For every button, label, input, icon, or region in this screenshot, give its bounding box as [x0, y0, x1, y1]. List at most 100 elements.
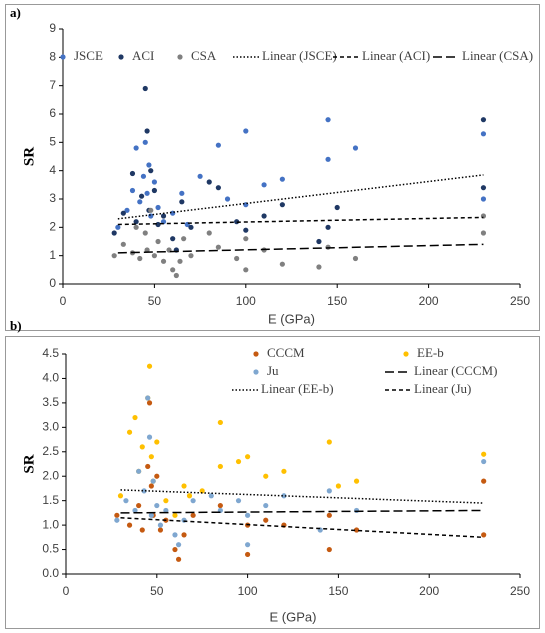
point: [172, 512, 178, 518]
point: [263, 473, 269, 479]
y-axis-title: SR: [21, 454, 37, 473]
point: [144, 128, 150, 134]
point: [326, 546, 332, 553]
point: [325, 224, 331, 230]
point: [480, 196, 487, 202]
point: [126, 429, 133, 435]
legend-marker: [177, 54, 183, 60]
point: [146, 363, 153, 369]
point: [175, 542, 182, 548]
y-tick-label: 1.0: [42, 517, 59, 531]
legend-label: Linear (JSCE): [262, 48, 337, 63]
y-tick-label: 3: [49, 191, 56, 205]
point: [142, 85, 148, 92]
point: [481, 532, 487, 538]
y-tick-label: 4.0: [42, 371, 59, 385]
point: [353, 527, 360, 533]
point: [353, 507, 360, 514]
legend-label: CSA: [191, 48, 217, 63]
y-tick-label: 0: [49, 276, 56, 290]
y-tick-label: 6: [49, 106, 56, 120]
legend-marker: [253, 351, 259, 357]
point: [114, 512, 120, 518]
legend-label: Linear (Ju): [414, 381, 471, 396]
point: [188, 224, 194, 230]
y-tick-label: 1: [49, 248, 56, 262]
x-tick-label: 200: [419, 294, 439, 308]
point: [115, 224, 121, 230]
point: [235, 498, 242, 504]
point: [124, 207, 130, 213]
point: [199, 488, 205, 494]
legend-label: Linear (CCCM): [414, 363, 497, 378]
point: [132, 414, 138, 421]
point: [136, 468, 142, 474]
point: [154, 473, 160, 479]
point: [480, 185, 487, 191]
point: [133, 219, 139, 225]
trendline: [120, 517, 484, 539]
point: [114, 517, 120, 523]
x-tick-label: 250: [510, 294, 530, 308]
point: [261, 213, 267, 219]
legend-label: Linear (CSA): [462, 48, 533, 63]
point: [163, 507, 169, 514]
point: [217, 419, 223, 426]
panel-label: b): [10, 318, 22, 333]
point: [145, 463, 151, 470]
point: [481, 451, 487, 457]
point: [279, 202, 285, 208]
point: [120, 210, 126, 216]
y-tick-label: 9: [49, 21, 56, 35]
point: [326, 439, 332, 445]
panel-frame: [5, 336, 540, 629]
point: [154, 439, 160, 445]
point: [142, 230, 148, 236]
point: [179, 190, 185, 196]
point: [111, 253, 117, 259]
point: [335, 483, 341, 489]
point: [279, 176, 285, 182]
point: [215, 244, 221, 250]
point: [316, 264, 322, 270]
point: [144, 190, 150, 196]
y-tick-label: 8: [49, 50, 56, 64]
legend-label: ACI: [132, 48, 154, 63]
point: [326, 488, 332, 494]
y-tick-label: 4: [49, 163, 56, 177]
x-tick-label: 150: [328, 584, 348, 598]
point: [215, 142, 221, 148]
point: [141, 488, 147, 494]
point: [137, 199, 143, 205]
point: [261, 182, 267, 188]
point: [139, 527, 145, 533]
panel-frame: [5, 4, 540, 331]
trendline: [120, 489, 484, 504]
point: [137, 255, 143, 262]
point: [334, 204, 340, 211]
y-tick-label: 1.5: [42, 493, 59, 507]
y-tick-label: 7: [49, 78, 56, 92]
point: [123, 498, 129, 504]
point: [352, 145, 359, 151]
point: [129, 187, 136, 194]
point: [481, 458, 487, 465]
point: [150, 478, 156, 484]
point: [146, 400, 153, 406]
point: [148, 483, 154, 489]
point: [155, 204, 161, 211]
point: [172, 546, 178, 553]
point: [480, 230, 487, 236]
legend-label: Linear (ACI): [362, 48, 430, 63]
x-axis-title: E (GPa): [268, 311, 315, 326]
point: [281, 493, 287, 499]
x-tick-label: 100: [238, 584, 258, 598]
point: [146, 434, 153, 440]
legend-label: CCCM: [267, 345, 305, 360]
point: [325, 117, 331, 123]
point: [170, 267, 176, 273]
point: [263, 517, 269, 523]
point: [163, 498, 169, 504]
y-axis-title: SR: [21, 147, 37, 166]
